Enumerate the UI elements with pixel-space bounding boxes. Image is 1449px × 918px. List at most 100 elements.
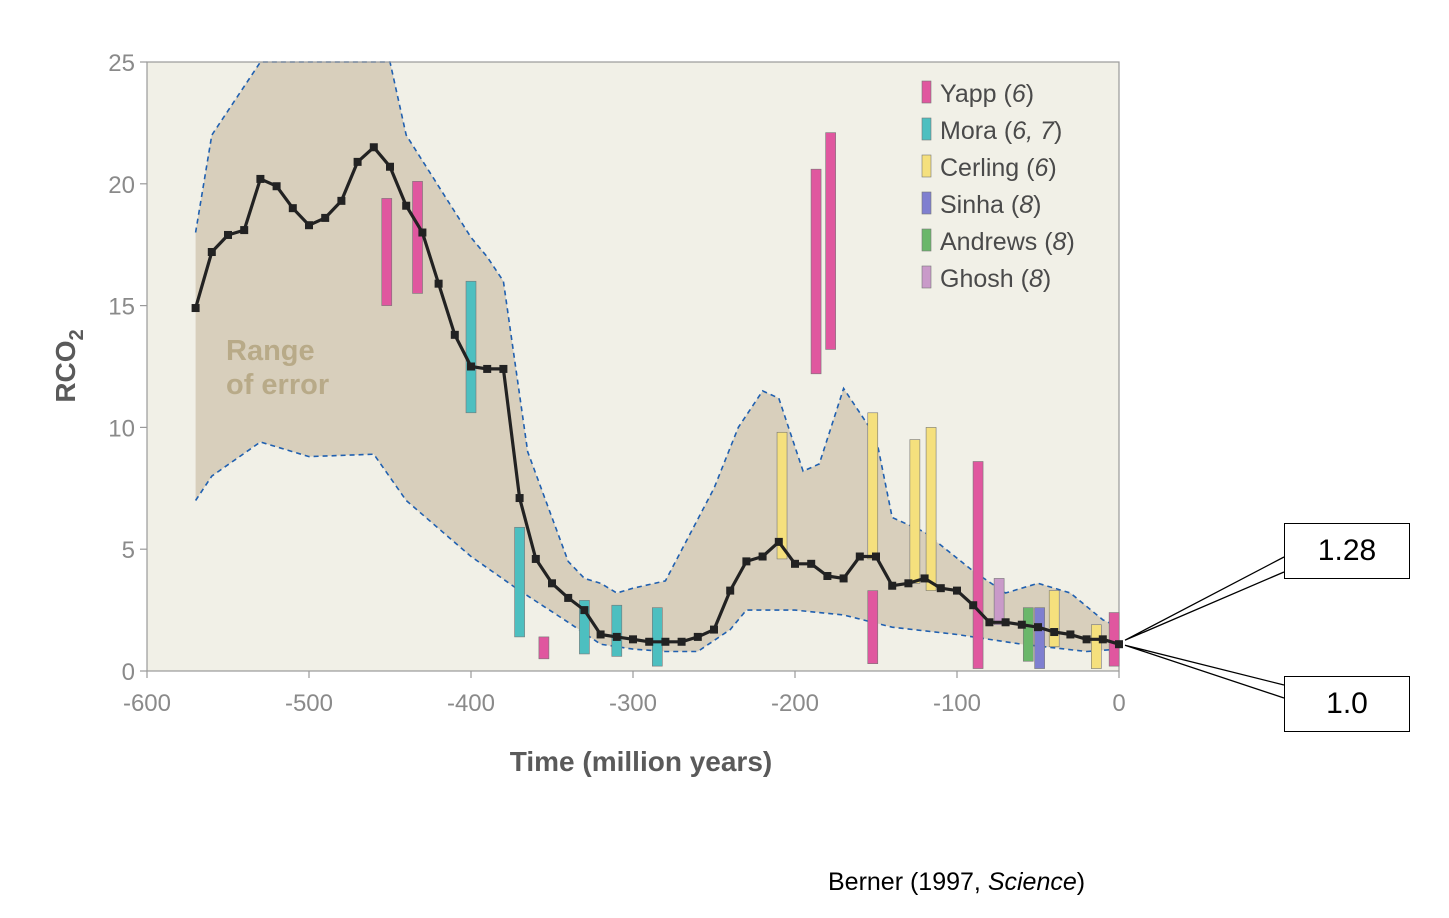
- proxy-bar: [1108, 612, 1120, 667]
- proxy-bar: [1022, 607, 1034, 662]
- source-prefix: Berner (1997,: [828, 868, 988, 896]
- y-tick-label: 10: [108, 415, 135, 442]
- proxy-bar: [825, 132, 836, 350]
- legend-entry-close: ): [1033, 191, 1041, 219]
- proxy-bar: [538, 636, 550, 660]
- rco2-data-point: [791, 559, 799, 568]
- rco2-data-point: [402, 201, 411, 210]
- proxy-bar: [925, 427, 937, 591]
- legend-swatch: [921, 265, 932, 289]
- source-suffix: ): [1076, 868, 1086, 896]
- rco2-data-point: [936, 584, 945, 593]
- proxy-bar: [381, 198, 393, 306]
- legend-entry-close: ): [1048, 154, 1056, 182]
- source-journal: Science: [987, 868, 1077, 896]
- callout-value-top-text: 1.28: [1317, 534, 1377, 567]
- rco2-data-point: [969, 601, 978, 610]
- legend-entry-close: ): [1054, 117, 1062, 145]
- rco2-data-point: [434, 279, 443, 288]
- rco2-data-point: [726, 586, 735, 595]
- rco2-data-point: [904, 579, 913, 588]
- rco2-data-point: [823, 571, 832, 580]
- range-of-error-line: Range: [226, 335, 315, 367]
- proxy-bar: [412, 181, 423, 294]
- rco2-data-point: [629, 635, 637, 644]
- rco2-data-point: [710, 625, 718, 634]
- rco2-data-point: [758, 552, 767, 561]
- rco2-data-point: [742, 557, 751, 566]
- rco2-data-point: [677, 637, 686, 646]
- rco2-data-point: [386, 162, 394, 171]
- legend-entry: Mora (6, 7): [940, 117, 1062, 145]
- legend-swatch: [921, 80, 932, 104]
- proxy-bar: [651, 607, 663, 667]
- rco2-data-point: [207, 248, 216, 257]
- rco2-data-point: [337, 196, 346, 205]
- rco2-data-point: [305, 221, 313, 230]
- rco2-data-point: [564, 593, 573, 602]
- legend-entry-name: Yapp (: [940, 80, 1012, 108]
- rco2-data-point: [693, 632, 702, 641]
- y-tick-label: 20: [108, 172, 135, 199]
- legend-entry: Yapp (6): [940, 80, 1034, 108]
- rco2-data-point: [483, 364, 492, 373]
- rco2-data-point: [369, 143, 378, 152]
- legend-entry-ref: 6: [1012, 80, 1026, 108]
- callout-value-bottom: 1.0: [1284, 676, 1410, 732]
- legend-swatch: [921, 154, 932, 178]
- x-tick-label: -300: [609, 690, 657, 717]
- legend-entry: Sinha (8): [940, 191, 1041, 219]
- rco2-data-point: [580, 606, 589, 615]
- x-tick-label: -600: [123, 690, 171, 717]
- rco2-data-point: [1001, 618, 1010, 627]
- x-tick-label: -200: [771, 690, 819, 717]
- rco2-data-point: [450, 330, 459, 339]
- rco2-data-point: [548, 579, 556, 588]
- callout-bottom-leader: [1124, 644, 1285, 699]
- legend-entry-ref: 6: [1034, 154, 1048, 182]
- proxy-bar: [993, 578, 1005, 626]
- rco2-data-point: [467, 362, 475, 371]
- rco2-data-point: [839, 574, 848, 583]
- legend-swatch: [921, 191, 932, 215]
- legend-entry: Cerling (6): [940, 154, 1057, 182]
- legend-entry-ref: 8: [1029, 265, 1043, 293]
- x-tick-label: 0: [1112, 690, 1125, 717]
- range-of-error-line: of error: [226, 369, 329, 401]
- callout-value-top: 1.28: [1284, 523, 1410, 579]
- rco2-data-point: [256, 174, 265, 183]
- callout-value-bottom-text: 1.0: [1326, 687, 1368, 720]
- proxy-bar: [579, 600, 590, 655]
- proxy-bar: [867, 590, 879, 664]
- rco2-data-point: [872, 552, 880, 561]
- rco2-data-point: [888, 581, 897, 590]
- proxy-bar: [909, 439, 921, 584]
- rco2-data-point: [1082, 635, 1091, 644]
- callout-top-leader: [1124, 556, 1285, 641]
- legend-entry-close: ): [1043, 265, 1051, 293]
- proxy-bar: [972, 461, 984, 669]
- legend-entry-ref: 6, 7: [1012, 117, 1055, 145]
- rco2-data-point: [499, 364, 508, 373]
- rco2-data-point: [240, 226, 249, 235]
- y-tick-label: 0: [122, 659, 135, 686]
- proxy-bar: [465, 280, 477, 414]
- rco2-data-point: [985, 618, 994, 627]
- legend-entry-name: Andrews (: [940, 228, 1053, 256]
- proxy-bar: [867, 412, 879, 560]
- legend-entry-ref: 8: [1019, 191, 1033, 219]
- proxy-bar: [810, 168, 822, 375]
- rco2-data-point: [1017, 620, 1026, 629]
- x-tick-label: -500: [285, 690, 333, 717]
- rco2-data-point: [920, 574, 929, 583]
- legend-entry-name: Cerling (: [940, 154, 1035, 182]
- legend-entry-name: Mora (: [940, 117, 1013, 145]
- rco2-data-point: [1115, 640, 1123, 649]
- legend-entry-name: Sinha (: [940, 191, 1020, 219]
- rco2-data-point: [224, 230, 232, 239]
- proxy-bar: [611, 604, 623, 657]
- rco2-data-point: [855, 552, 864, 561]
- rco2-data-point: [1098, 635, 1107, 644]
- rco2-data-point: [288, 204, 297, 213]
- proxy-bar: [1091, 624, 1102, 669]
